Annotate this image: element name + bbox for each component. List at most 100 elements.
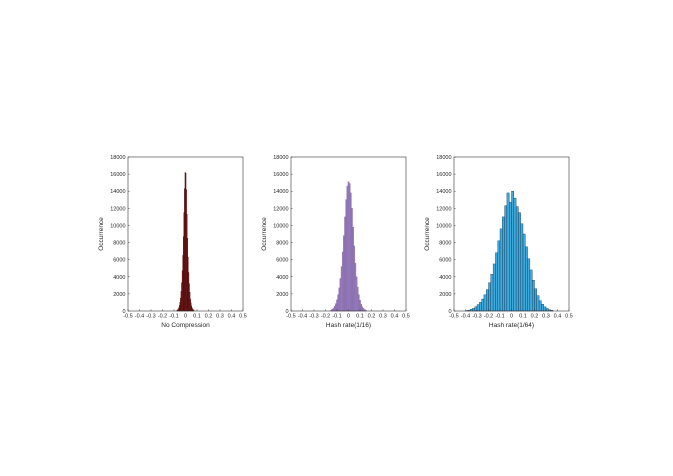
x-tick-label: -0.3 (309, 314, 318, 320)
y-tick-label: 8000 (439, 241, 451, 247)
x-tick-label: 0.4 (391, 314, 399, 320)
histogram-bar (354, 262, 357, 312)
histogram-bar (527, 258, 531, 312)
y-tick-label: 6000 (113, 258, 125, 264)
histogram-bar (529, 269, 533, 312)
y-tick-label: 14000 (273, 189, 288, 195)
y-axis-label: Occurrence (261, 217, 268, 251)
x-tick-label: -0.5 (123, 314, 132, 320)
x-tick-label: 0.1 (193, 314, 201, 320)
histogram-bar (513, 197, 517, 312)
y-tick-label: 12000 (436, 206, 451, 212)
x-tick-label: -0.2 (484, 314, 493, 320)
y-tick-label: 6000 (439, 258, 451, 264)
y-tick-label: 0 (285, 309, 288, 315)
x-tick-label: 0.4 (228, 314, 236, 320)
histogram-bar (346, 185, 349, 312)
y-tick-label: 12000 (110, 206, 125, 212)
histogram-panel-no-compression: -0.5 -0.4 -0.3 -0.2 -0.1 0 0.1 0.2 0.3 0.4 0.5 0 20… (98, 155, 247, 329)
histogram-bar (335, 303, 337, 312)
histogram-bar (352, 226, 354, 312)
histogram-bar (495, 252, 498, 312)
x-tick-label: -0.3 (472, 314, 481, 320)
x-tick-label: 0 (184, 314, 187, 320)
y-tick-label: 4000 (439, 275, 451, 281)
histogram-bar (360, 303, 362, 312)
y-tick-label: 16000 (273, 172, 288, 178)
x-tick-label: -0.4 (298, 314, 307, 320)
x-ticks: -0.5 -0.4 -0.3 -0.2 -0.1 0 0.1 0.2 0.3 0.4 0.5 (123, 309, 247, 320)
histogram-bar (497, 240, 501, 312)
y-tick-label: 18000 (110, 155, 125, 161)
x-axis-label: No Compression (161, 322, 210, 329)
y-tick-label: 12000 (273, 206, 288, 212)
x-tick-label: 0.5 (402, 314, 410, 320)
y-ticks: 0 2000 4000 6000 8000 10000 12000 14000 16000 180… (273, 155, 293, 315)
histogram-bars (465, 191, 554, 312)
histogram-bar (479, 302, 482, 312)
x-axis-label: Hash rate(1/16) (326, 322, 371, 329)
y-tick-label: 18000 (273, 155, 288, 161)
histogram-bar (506, 192, 510, 312)
histogram-panel-hash-rate-1-16: -0.5 -0.4 -0.3 -0.2 -0.1 0 0.1 0.2 0.3 0.4 0.5 0 20… (261, 155, 410, 329)
x-tick-label: 0 (510, 314, 513, 320)
histogram-bar (518, 212, 521, 312)
y-tick-label: 4000 (113, 275, 125, 281)
x-tick-label: 0.5 (565, 314, 573, 320)
histogram-bar (490, 274, 494, 312)
x-tick-label: -0.1 (169, 314, 178, 320)
histogram-bar (472, 308, 475, 312)
y-ticks: 0 2000 4000 6000 8000 10000 12000 14000 16000 180… (436, 155, 456, 315)
x-tick-label: -0.1 (495, 314, 504, 320)
histogram-bar (337, 294, 339, 312)
y-tick-label: 8000 (113, 241, 125, 247)
x-tick-label: -0.4 (135, 314, 144, 320)
y-tick-label: 14000 (110, 189, 125, 195)
histogram-bar (488, 282, 491, 312)
histogram-bar (522, 233, 526, 312)
y-tick-label: 2000 (439, 292, 451, 298)
histogram-bar (541, 303, 544, 312)
histogram-bar (543, 306, 547, 312)
histogram-bar (474, 306, 478, 312)
x-ticks: -0.5 -0.4 -0.3 -0.2 -0.1 0 0.1 0.2 0.3 0.4 0.5 (286, 309, 410, 320)
x-tick-label: 0.2 (368, 314, 376, 320)
x-axis-label: Hash rate(1/64) (489, 322, 534, 329)
histogram-panel-hash-rate-1-64: -0.5 -0.4 -0.3 -0.2 -0.1 0 0.1 0.2 0.3 0.4 0.5 0 20… (424, 155, 573, 329)
y-tick-label: 4000 (276, 275, 288, 281)
x-tick-label: -0.2 (321, 314, 330, 320)
x-tick-label: 0.2 (205, 314, 213, 320)
x-tick-label: -0.5 (286, 314, 295, 320)
x-tick-label: -0.3 (146, 314, 155, 320)
histogram-bar (525, 246, 528, 312)
x-tick-label: 0.3 (542, 314, 550, 320)
histogram-bars (330, 181, 367, 312)
x-tick-label: 0.5 (239, 314, 247, 320)
x-tick-label: 0.3 (216, 314, 224, 320)
y-tick-label: 6000 (276, 258, 288, 264)
y-tick-label: 2000 (276, 292, 288, 298)
histogram-bar (532, 280, 535, 312)
histogram-bar (509, 202, 512, 312)
x-tick-label: -0.2 (158, 314, 167, 320)
histogram-bar (492, 263, 496, 312)
histogram-bar (348, 183, 351, 312)
y-tick-label: 2000 (113, 292, 125, 298)
histogram-bar (536, 295, 540, 312)
x-tick-label: -0.5 (449, 314, 458, 320)
histogram-bar (358, 294, 360, 312)
x-ticks: -0.5 -0.4 -0.3 -0.2 -0.1 0 0.1 0.2 0.3 0.4 0.5 (449, 309, 573, 320)
histogram-bars (176, 172, 195, 312)
x-tick-label: 0.4 (554, 314, 562, 320)
x-tick-label: 0.1 (519, 314, 527, 320)
x-tick-label: 0.2 (531, 314, 539, 320)
histogram-bar (483, 294, 487, 312)
y-tick-label: 16000 (110, 172, 125, 178)
histogram-bar (515, 206, 519, 312)
histogram-bar (538, 300, 542, 312)
histogram-bar (520, 223, 524, 312)
y-tick-label: 18000 (436, 155, 451, 161)
histogram-bar (502, 216, 505, 312)
y-tick-label: 8000 (276, 241, 288, 247)
